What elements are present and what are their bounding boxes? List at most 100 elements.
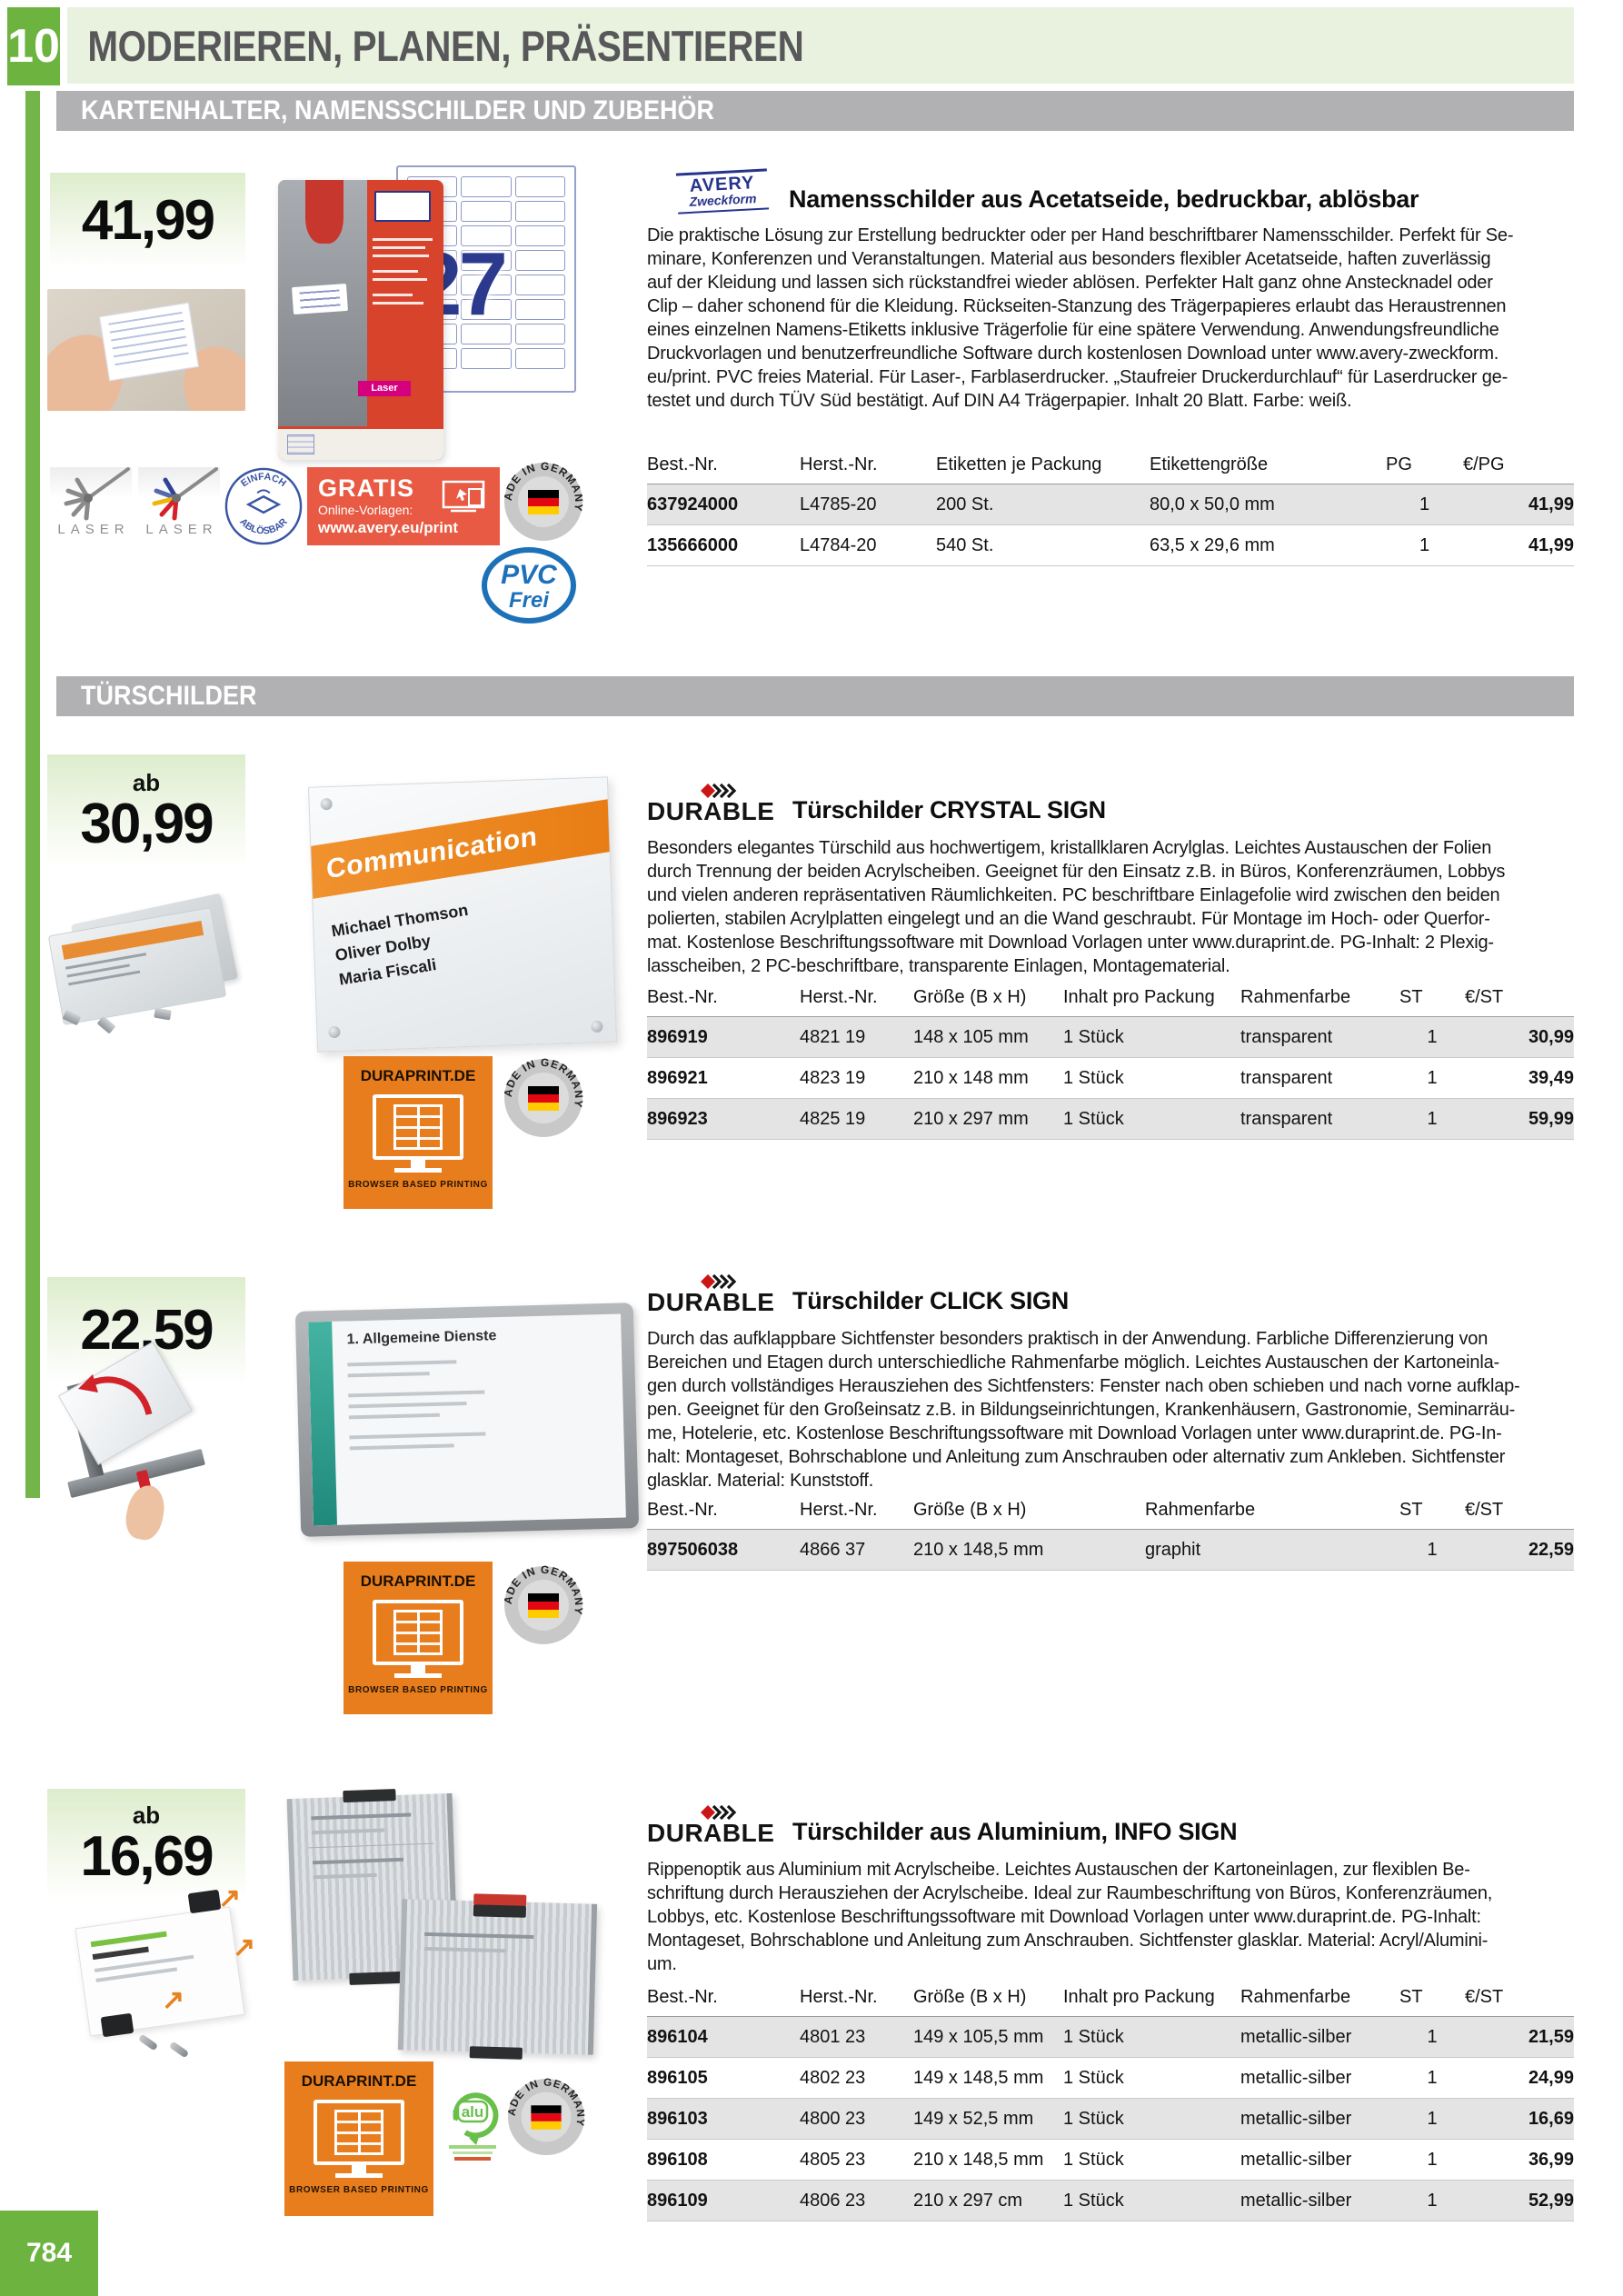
orange-arrow-icon: ↗ [218,1883,242,1913]
alu-text: alu [462,2103,484,2121]
avery-zweckform-logo: AVERY Zweckform [675,168,770,215]
cell-herst-nr: 4800 23 [800,2098,913,2140]
cell-best-nr: 896105 [647,2057,800,2099]
einfach-abloesbar-seal-icon: EINFACH ABLÖSBAR [224,467,303,545]
chapter-title: MODERIEREN, PLANEN, PRÄSENTIEREN [87,21,804,70]
cell-inhalt: 1 Stück [1063,1016,1240,1058]
made-in-germany-seal-icon: MADE IN GERMANY [499,1048,584,1137]
table-row: 896104 4801 23 149 x 105,5 mm 1 Stück me… [647,2016,1574,2058]
laser-rays-icon [64,467,130,521]
made-in-germany-badge: MADE IN GERMANY [503,2069,585,2156]
price-value: 16,69 [80,1825,214,1888]
product-photo-package: Laser [278,180,443,460]
made-in-germany-seal-icon: MADE IN GERMANY [503,2069,585,2156]
cell-groesse: 149 x 52,5 mm [913,2098,1063,2140]
cell-st: 1 [1399,1016,1465,1058]
product-photo-click-flip [58,1341,225,1552]
col-best-nr: Best.-Nr. [647,1500,800,1530]
col-price: €/PG [1463,454,1574,484]
col-price: €/ST [1465,1500,1574,1530]
price-badge-avery: 41,99 [50,173,245,268]
laser-label: LASER [145,522,218,537]
col-best-nr: Best.-Nr. [647,987,800,1017]
col-rahmenfarbe: Rahmenfarbe [1240,987,1399,1017]
acrylic-panel: Communication Michael Thomson Oliver Dol… [308,776,617,1053]
cell-best-nr: 896108 [647,2139,800,2181]
product-description: Durch das aufklappbare Sichtfenster beso… [647,1329,1520,1491]
table-row: 896109 4806 23 210 x 297 cm 1 Stück meta… [647,2180,1574,2221]
product-description: Die praktische Lösung zur Erstellung bed… [647,225,1514,411]
alu-recycling-badge: alu [443,2078,502,2164]
table-header-row: Best.-Nr. Herst.-Nr. Größe (B x H) Rahme… [647,1500,1574,1530]
col-rahmenfarbe: Rahmenfarbe [1145,1500,1399,1530]
cell-groesse: 210 x 148 mm [913,1057,1063,1099]
info-spec-table: Best.-Nr. Herst.-Nr. Größe (B x H) Inhal… [647,1987,1574,2221]
cell-price: 36,99 [1465,2139,1574,2181]
durable-wordmark: DURABLE [647,1288,775,1316]
price-prefix: ab [132,768,161,796]
product-description: Rippenoptik aus Aluminium mit Acrylschei… [647,1860,1493,1974]
col-groesse: Größe (B x H) [913,1500,1145,1530]
cell-rahmenfarbe: metallic-silber [1240,2098,1399,2140]
cell-price: 59,99 [1465,1098,1574,1140]
section-band: KARTENHALTER, NAMENSSCHILDER UND ZUBEHÖR [56,91,1574,131]
duraprint-title: DURAPRINT.DE [301,2072,417,2090]
einfach-abloesbar-badge: EINFACH ABLÖSBAR [224,465,304,547]
cell-st: 1 [1399,1057,1465,1099]
sign-orange-band: Communication [311,799,610,899]
cell-herst-nr: 4821 19 [800,1016,913,1058]
einfach-text: EINFACH [239,471,288,489]
cell-st: 1 [1399,1529,1465,1571]
cell-best-nr: 896104 [647,2016,800,2058]
price-badge-crystal: ab 30,99 [47,754,245,868]
duraprint-badge: DURAPRINT.DE BROWSER BASED PRINTING [284,2061,433,2216]
cell-etiketten: 200 St. [936,484,1150,525]
cell-st: 1 [1399,2180,1465,2221]
product-title: Türschilder aus Aluminium, INFO SIGN [792,1818,1238,1845]
col-herst-nr: Herst.-Nr. [800,1500,913,1530]
monitor-icon [442,480,485,513]
gratis-subtitle: Online-Vorlagen: [318,503,413,517]
col-st: ST [1399,1987,1465,2017]
durable-logo: DURABLE [647,784,774,826]
sign-name-list: Michael Thomson Oliver Dolby Maria Fisca… [330,898,478,993]
table-row: 896921 4823 19 210 x 148 mm 1 Stück tran… [647,1057,1574,1099]
col-groesse: Größe (B x H) [913,1987,1063,2017]
cell-best-nr: 897506038 [647,1529,800,1571]
cell-herst-nr: 4805 23 [800,2139,913,2181]
sidebar-green-strip [25,91,40,1498]
table-row: 896919 4821 19 148 x 105 mm 1 Stück tran… [647,1016,1574,1058]
duraprint-badge: DURAPRINT.DE BROWSER BASED PRINTING [344,1056,493,1209]
cell-price: 22,59 [1465,1529,1574,1571]
durable-arrows-icon [701,1274,737,1289]
table-row: 896103 4800 23 149 x 52,5 mm 1 Stück met… [647,2098,1574,2140]
cell-herst-nr: 4823 19 [800,1057,913,1099]
laser-badge-mono: LASER [50,467,132,545]
tuerschilder-title: TÜRSCHILDER [81,681,257,711]
table-row: 896923 4825 19 210 x 297 mm 1 Stück tran… [647,1098,1574,1140]
color-laser-rays-icon [152,467,218,521]
durable-arrows-icon [701,1805,737,1820]
duraprint-subtitle: BROWSER BASED PRINTING [348,1685,488,1695]
table-header-row: Best.-Nr. Herst.-Nr. Größe (B x H) Inhal… [647,1987,1574,2017]
product-photo-crystal-sign: Communication Michael Thomson Oliver Dol… [298,776,636,1055]
cell-rahmenfarbe: graphit [1145,1529,1399,1571]
durable-wordmark: DURABLE [647,1819,775,1847]
chapter-number-box: 10 [7,7,60,85]
price-value: 41,99 [81,188,215,252]
durable-logo: DURABLE [647,1805,774,1848]
cell-best-nr: 896923 [647,1098,800,1140]
avery-spec-table: Best.-Nr. Herst.-Nr. Etiketten je Packun… [647,454,1574,566]
cell-st: 1 [1399,2139,1465,2181]
price-badge-info: ab 16,69 [47,1789,245,1900]
page-number: 784 [25,2238,73,2268]
col-price: €/ST [1465,1987,1574,2017]
product-photo-hands [47,289,245,411]
made-in-germany-badge: MADE IN GERMANY [499,452,584,542]
col-pg: PG [1386,454,1463,484]
alu-recycling-icon: alu [449,2092,499,2161]
product-photo-click-sign: 1. Allgemeine Dienste [294,1303,640,1537]
orange-arrow-icon: ↗ [233,1932,256,1962]
made-in-germany-seal-icon: MADE IN GERMANY [499,452,584,541]
